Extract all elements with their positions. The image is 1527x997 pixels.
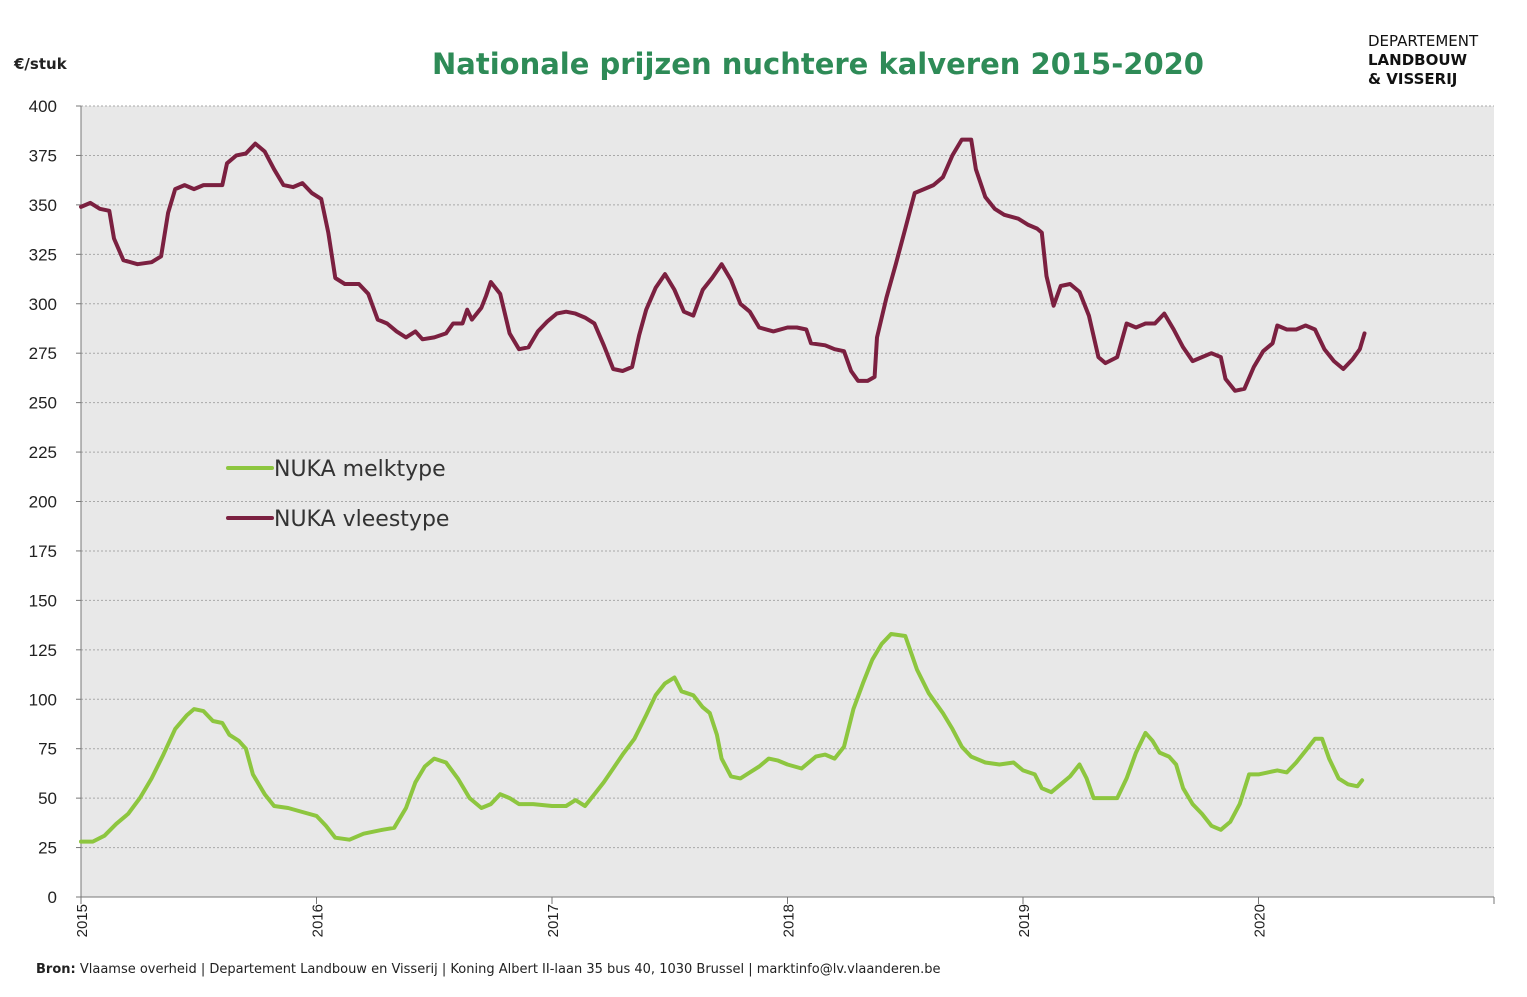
legend-label: NUKA vleestype bbox=[274, 507, 449, 532]
y-tick-label: 0 bbox=[48, 888, 57, 907]
legend-label: NUKA melktype bbox=[274, 457, 446, 482]
y-tick-label: 400 bbox=[29, 97, 57, 116]
x-tick-label: 2020 bbox=[1252, 904, 1269, 937]
y-tick-label: 200 bbox=[29, 493, 57, 512]
y-tick-label: 75 bbox=[38, 740, 57, 759]
logo-line-1: DEPARTEMENT bbox=[1368, 32, 1479, 50]
gridlines bbox=[81, 105, 1494, 849]
y-tick-label: 250 bbox=[29, 394, 57, 413]
y-tick-label: 350 bbox=[29, 196, 57, 215]
logo-line-3: & VISSERIJ bbox=[1368, 70, 1457, 88]
y-tick-label: 100 bbox=[29, 690, 57, 709]
y-tick-label: 50 bbox=[38, 789, 57, 808]
y-tick-label: 300 bbox=[29, 295, 57, 314]
y-tick-label: 275 bbox=[29, 344, 57, 363]
y-tick-label: 325 bbox=[29, 245, 57, 264]
series-line-nuka-vleestype bbox=[79, 137, 1367, 393]
x-tick-label: 2016 bbox=[310, 904, 327, 937]
y-tick-label: 125 bbox=[29, 641, 57, 660]
x-tick-label: 2015 bbox=[74, 904, 91, 937]
y-axis-unit: €/stuk bbox=[13, 55, 68, 73]
department-logo: DEPARTEMENT LANDBOUW & VISSERIJ bbox=[1368, 32, 1479, 88]
source-text: Vlaamse overheid | Departement Landbouw … bbox=[76, 962, 941, 977]
y-tick-label: 25 bbox=[38, 839, 57, 858]
x-tick-label: 2017 bbox=[545, 904, 562, 937]
source-label: Bron: bbox=[36, 962, 76, 977]
series-line-nuka-melktype bbox=[79, 632, 1365, 844]
y-tick-label: 175 bbox=[29, 542, 57, 561]
logo-line-2: LANDBOUW bbox=[1368, 51, 1468, 69]
x-tick-label: 2018 bbox=[781, 904, 798, 937]
y-axis-ticks: 0 25 50 75 100 125 150 175 200 225 250 275 300 325 350… bbox=[29, 97, 81, 907]
x-tick-label: 2019 bbox=[1016, 904, 1033, 937]
x-axis-ticks: 2015 2016 2017 2018 2019 2020 bbox=[74, 897, 1495, 937]
source-note: Bron: Vlaamse overheid | Departement Lan… bbox=[36, 962, 941, 977]
series-lines bbox=[79, 137, 1367, 844]
y-tick-label: 375 bbox=[29, 146, 57, 165]
y-tick-label: 150 bbox=[29, 591, 57, 610]
legend: NUKA melktype NUKA vleestype bbox=[226, 457, 449, 532]
chart-title: Nationale prijzen nuchtere kalveren 2015… bbox=[432, 47, 1204, 81]
y-tick-label: 225 bbox=[29, 443, 57, 462]
